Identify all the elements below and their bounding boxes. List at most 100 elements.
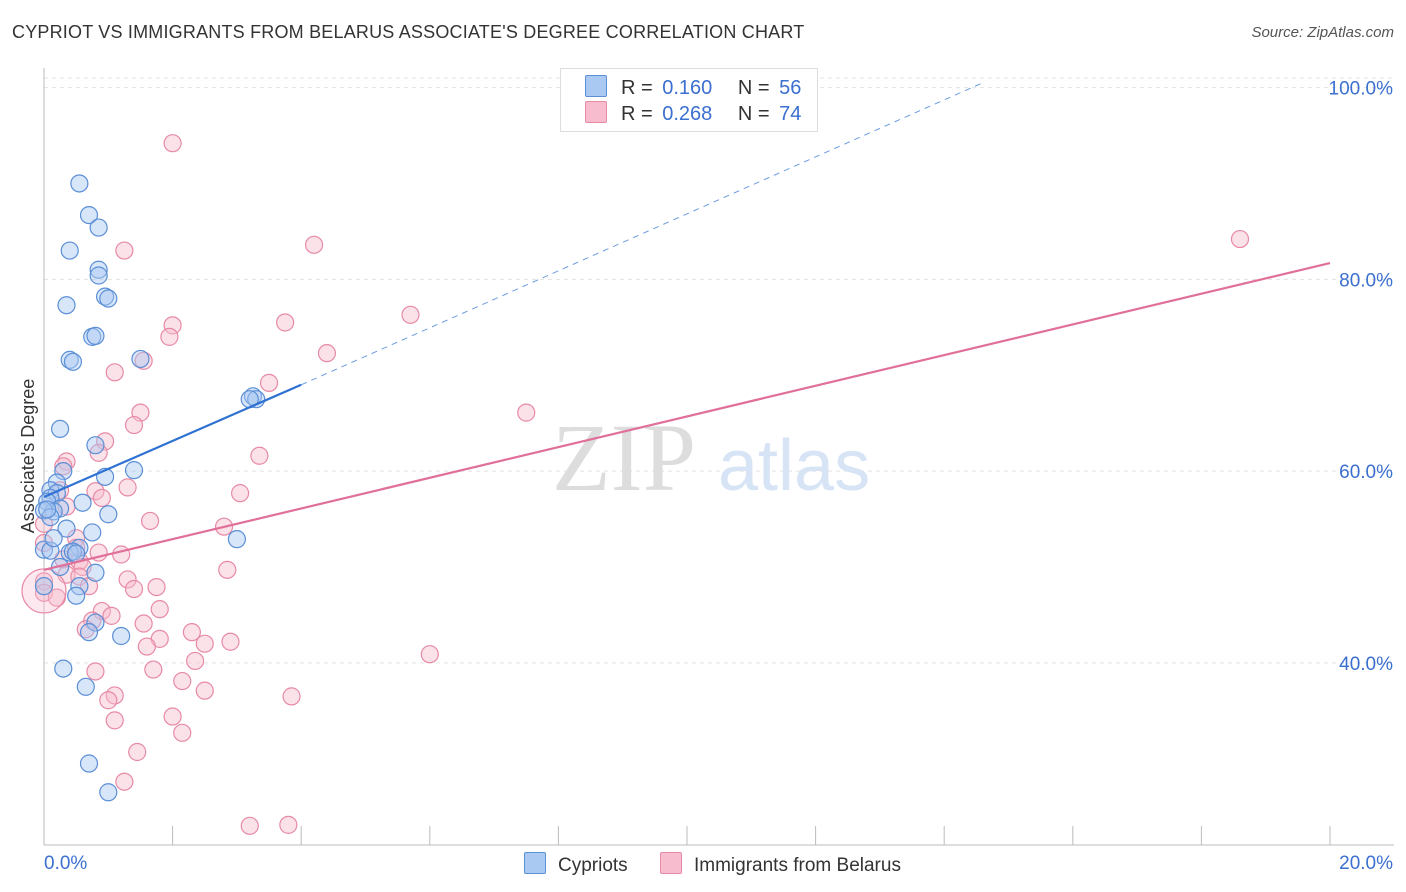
bottom-legend-label-cypriots: Cypriots (558, 855, 628, 876)
data-point-belarus (163, 316, 182, 335)
data-point-cypriots (73, 493, 92, 512)
data-point-cypriots (50, 419, 70, 439)
data-point-belarus (54, 457, 73, 476)
data-point-belarus (240, 816, 259, 835)
data-point-belarus (186, 651, 205, 671)
data-point-belarus (118, 478, 137, 497)
data-point-belarus (102, 606, 121, 625)
data-point-belarus (221, 632, 240, 651)
legend-r-label: R = (621, 77, 653, 99)
data-point-belarus (282, 687, 301, 706)
data-point-cypriots (86, 563, 105, 582)
data-point-cypriots (124, 461, 144, 480)
data-point-cypriots (99, 505, 118, 524)
data-point-belarus (105, 363, 124, 382)
data-point-belarus (1230, 229, 1250, 249)
data-point-cypriots (227, 530, 246, 549)
data-point-cypriots (34, 577, 54, 596)
data-point-cypriots (57, 519, 76, 538)
data-point-cypriots (76, 677, 95, 696)
data-point-belarus (173, 671, 192, 691)
legend-n-label: N = (737, 77, 770, 99)
legend-swatch-belarus (585, 101, 607, 123)
data-point-belarus (86, 662, 105, 681)
data-point-cypriots (54, 461, 73, 481)
trend-lines (43, 82, 1331, 571)
data-point-belarus (182, 623, 201, 642)
data-point-belarus (118, 570, 137, 589)
data-point-belarus (92, 601, 111, 621)
data-point-belarus (250, 446, 269, 465)
data-point-belarus (124, 579, 144, 599)
legend-row-belarus: R = 0.268 N = 74 (585, 101, 801, 127)
legend-n-value-cypriots: 56 (779, 77, 802, 99)
data-point-belarus (99, 691, 118, 710)
data-point-cypriots (112, 626, 131, 646)
data-point-cypriots (131, 349, 150, 369)
data-point-cypriots (79, 623, 99, 642)
data-point-cypriots (44, 502, 63, 521)
tick-labels: 40.0% 60.0% 80.0% 100.0% 0.0% 20.0% (44, 79, 1393, 874)
data-point-cypriots (99, 783, 118, 802)
y-tick-label: 60.0% (1339, 462, 1393, 483)
legend-row-cypriots: R = 0.160 N = 56 (585, 75, 801, 101)
data-point-cypriots (60, 241, 79, 260)
data-point-belarus (401, 305, 420, 324)
data-point-cypriots (57, 296, 76, 315)
data-point-cypriots (86, 326, 105, 346)
y-tick-label: 40.0% (1339, 654, 1393, 675)
data-point-belarus (112, 545, 131, 564)
data-point-cypriots (79, 206, 99, 225)
watermark-atlas: atlas (718, 426, 870, 506)
data-point-belarus (317, 344, 337, 363)
data-point-cypriots (44, 529, 63, 548)
data-point-cypriots (63, 352, 83, 371)
data-point-belarus (105, 711, 124, 730)
bottom-legend-swatch-cypriots (524, 852, 546, 874)
data-point-cypriots (38, 500, 57, 519)
data-point-belarus (95, 432, 115, 451)
data-point-cypriots (67, 544, 86, 563)
bottom-legend-cypriots: Cypriots (524, 852, 628, 877)
data-point-belarus (86, 482, 105, 501)
data-point-belarus (124, 415, 144, 435)
data-point-cypriots (99, 289, 118, 308)
data-point-belarus (163, 707, 182, 726)
data-point-cypriots (89, 260, 108, 279)
legend-r-value-cypriots: 0.160 (662, 77, 713, 99)
data-point-cypriots (70, 577, 89, 596)
data-point-cypriots (70, 174, 89, 193)
data-point-belarus (140, 511, 160, 531)
data-point-cypriots (67, 586, 86, 605)
data-point-cypriots (60, 350, 79, 369)
source-label: Source: ZipAtlas.com (1251, 24, 1394, 41)
bottom-legend-label-belarus: Immigrants from Belarus (694, 855, 901, 876)
data-point-belarus (304, 235, 324, 254)
watermark: ZIP atlas (552, 404, 870, 511)
watermark-zip: ZIP (552, 404, 696, 511)
legend-n-value-belarus: 74 (779, 103, 802, 125)
legend-r-label: R = (621, 103, 653, 125)
legend-swatch-cypriots (585, 75, 607, 97)
data-point-belarus (218, 560, 237, 579)
data-point-belarus (231, 484, 250, 503)
data-point-belarus (57, 452, 76, 471)
axes (43, 68, 1394, 846)
trend-line-belarus (43, 261, 1331, 571)
data-point-cypriots (63, 542, 83, 561)
data-point-belarus (134, 614, 153, 633)
y-tick-label: 80.0% (1339, 270, 1393, 291)
trend-line-cypriots-extension (300, 82, 983, 386)
data-point-belarus (195, 681, 214, 700)
trend-line-cypriots (43, 383, 302, 498)
data-point-belarus (147, 577, 166, 597)
data-point-belarus (144, 660, 163, 679)
x-tick-label-end: 20.0% (1339, 853, 1393, 874)
data-point-belarus (420, 645, 439, 664)
y-axis-label: Associate's Degree (18, 379, 38, 534)
data-point-belarus (517, 403, 536, 422)
data-point-cypriots (79, 754, 99, 773)
data-point-belarus (163, 134, 182, 153)
data-point-belarus (128, 742, 147, 762)
